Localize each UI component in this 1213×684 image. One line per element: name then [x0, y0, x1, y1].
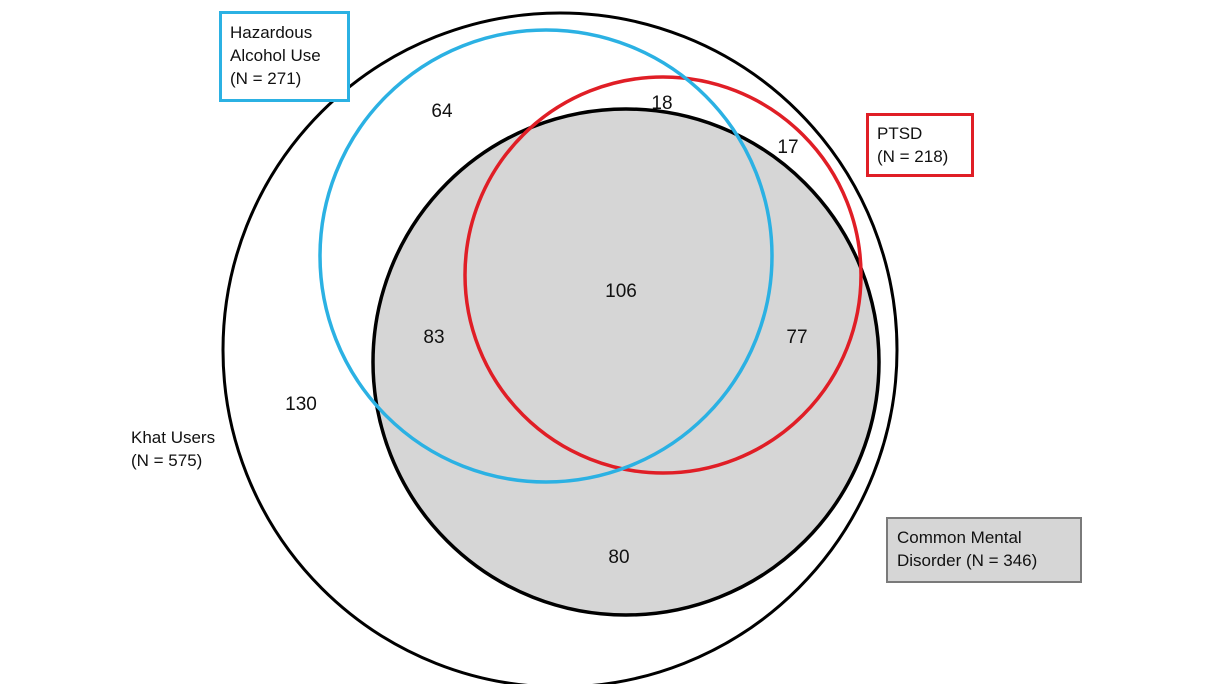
common-mental-disorder-label-line2: Disorder (N = 346): [897, 551, 1038, 570]
khat-users-label-line2: (N = 575): [131, 451, 203, 470]
common-mental-disorder-label: Common Mental Disorder (N = 346): [886, 517, 1082, 583]
ptsd-label-line2: (N = 218): [877, 147, 949, 166]
hazardous-alcohol-use-label-line1: Hazardous: [230, 23, 313, 42]
region-ptsd-cmd: 77: [786, 327, 807, 348]
region-alcohol-cmd: 83: [423, 327, 444, 348]
common-mental-disorder-label-line1: Common Mental: [897, 528, 1022, 547]
hazardous-alcohol-use-label-line3: (N = 271): [230, 69, 302, 88]
region-khat-only: 130: [285, 394, 317, 415]
region-alcohol-ptsd-only: 18: [651, 93, 672, 114]
ptsd-label: PTSD (N = 218): [866, 113, 974, 177]
ptsd-label-line1: PTSD: [877, 124, 923, 143]
common-mental-disorder-circle: [371, 107, 881, 617]
khat-users-label: Khat Users (N = 575): [131, 426, 215, 472]
khat-users-circle: [221, 11, 899, 684]
region-alcohol-ptsd-cmd: 106: [605, 281, 637, 302]
region-cmd-only: 80: [608, 547, 629, 568]
hazardous-alcohol-use-label: Hazardous Alcohol Use (N = 271): [219, 11, 350, 102]
hazardous-alcohol-use-label-line2: Alcohol Use: [230, 46, 321, 65]
region-alcohol-only: 64: [431, 101, 453, 122]
ptsd-circle: [463, 75, 863, 475]
khat-users-label-line1: Khat Users: [131, 428, 216, 447]
region-ptsd-only: 17: [777, 137, 798, 158]
hazardous-alcohol-use-circle: [318, 28, 774, 484]
